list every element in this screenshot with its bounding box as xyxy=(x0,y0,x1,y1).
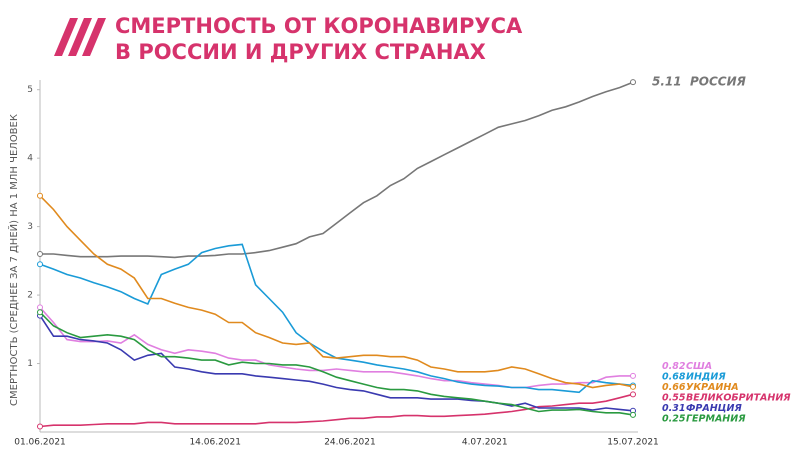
legend-label: ФРАНЦИЯ xyxy=(686,403,742,414)
end-marker xyxy=(630,391,636,398)
series-line xyxy=(39,243,634,394)
value-label: 0.82 xyxy=(662,361,686,372)
value-label: 0.55 xyxy=(662,393,686,404)
legend-label: США xyxy=(686,361,712,372)
y-tick-label: 4 xyxy=(27,154,33,164)
end-marker xyxy=(630,372,636,379)
x-tick-label: 15.07.2021 xyxy=(607,438,659,448)
value-label: 0.25 xyxy=(662,414,686,425)
end-marker xyxy=(37,309,43,316)
x-tick-label: 14.06.2021 xyxy=(189,438,241,448)
legend-label: УКРАИНА xyxy=(686,382,739,393)
legend-label: РОССИЯ xyxy=(690,75,746,89)
y-tick-label: 2 xyxy=(27,291,33,301)
legend-label: ВЕЛИКОБРИТАНИЯ xyxy=(686,393,791,404)
x-tick-label: 24.06.2021 xyxy=(324,438,376,448)
end-marker xyxy=(37,423,43,430)
end-marker xyxy=(630,411,636,418)
value-label: 0.31 xyxy=(662,403,685,414)
end-marker xyxy=(630,383,636,390)
chart-title: В РОССИИ И ДРУГИХ СТРАНАХ xyxy=(115,40,486,64)
legend-label: ГЕРМАНИЯ xyxy=(686,414,746,425)
legend-label: ИНДИЯ xyxy=(686,372,726,383)
x-tick-label: 4.07.2021 xyxy=(462,438,508,448)
series-line xyxy=(39,315,634,412)
value-label: 0.68 xyxy=(662,372,686,383)
end-marker xyxy=(630,79,636,86)
series-line xyxy=(39,306,633,389)
y-axis-label: СМЕРТНОСТЬ (СРЕДНЕЕ ЗА 7 ДНЕЙ) НА 1 МЛН … xyxy=(7,114,20,406)
series-line xyxy=(39,393,634,428)
end-marker xyxy=(37,192,43,199)
end-marker xyxy=(37,251,43,257)
series-line xyxy=(39,311,634,416)
value-label: 0.66 xyxy=(662,382,686,393)
y-tick-label: 5 xyxy=(27,85,33,95)
y-tick-label: 1 xyxy=(27,359,33,369)
series-line xyxy=(40,81,634,259)
end-marker xyxy=(37,304,43,311)
chart-title: СМЕРТНОСТЬ ОТ КОРОНАВИРУСА xyxy=(115,14,523,38)
x-tick-label: 01.06.2021 xyxy=(14,438,66,448)
value-label: 5.11 xyxy=(652,75,682,89)
end-marker xyxy=(37,261,43,268)
logo xyxy=(54,18,106,56)
series-line xyxy=(39,195,634,389)
y-tick-label: 3 xyxy=(27,222,33,232)
